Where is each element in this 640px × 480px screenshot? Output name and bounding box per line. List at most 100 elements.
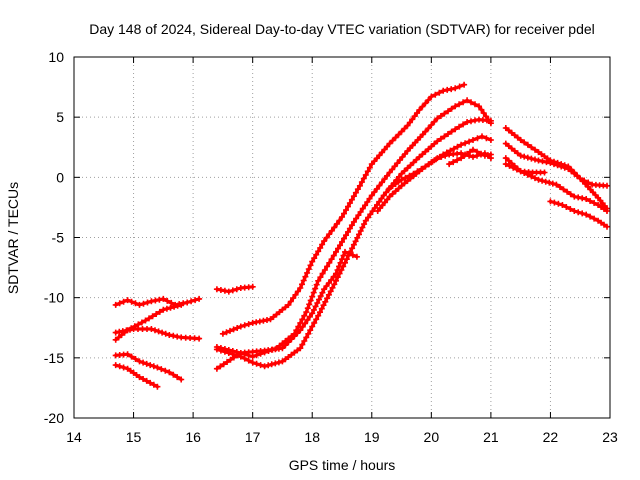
- data-point-marker: [163, 305, 170, 312]
- data-point-marker: [506, 162, 513, 169]
- data-point-marker: [483, 135, 490, 142]
- data-point-marker: [343, 232, 349, 239]
- data-point-marker: [365, 214, 372, 221]
- series-arc-3: [112, 326, 203, 342]
- data-point-marker: [398, 176, 405, 183]
- data-point-marker: [340, 252, 347, 259]
- data-point-marker: [445, 108, 451, 115]
- data-point-marker: [159, 329, 166, 336]
- data-point-marker: [301, 312, 308, 319]
- data-point-marker: [604, 182, 610, 189]
- data-point-marker: [221, 287, 228, 294]
- data-point-marker: [150, 363, 157, 370]
- data-point-marker: [362, 217, 369, 224]
- data-point-marker: [329, 284, 336, 291]
- data-point-marker: [464, 97, 471, 104]
- data-point-marker: [265, 362, 272, 369]
- data-point-marker: [419, 103, 426, 110]
- data-point-marker: [535, 176, 542, 183]
- data-point-marker: [319, 270, 326, 277]
- data-point-marker: [346, 225, 353, 232]
- data-point-marker: [364, 168, 371, 175]
- data-point-marker: [345, 228, 351, 235]
- data-point-marker: [458, 141, 465, 148]
- x-tick-label: 20: [424, 429, 440, 445]
- data-point-marker: [261, 363, 268, 370]
- data-point-marker: [162, 367, 169, 374]
- data-point-marker: [196, 335, 203, 342]
- data-point-marker: [474, 148, 480, 155]
- data-point-marker: [554, 162, 561, 169]
- data-point-marker: [487, 151, 494, 158]
- data-point-marker: [353, 215, 360, 222]
- data-point-marker: [418, 165, 425, 172]
- data-point-marker: [288, 336, 295, 343]
- data-point-marker: [301, 338, 308, 344]
- data-point-marker: [356, 231, 362, 238]
- data-point-marker: [355, 212, 362, 219]
- data-point-marker: [402, 174, 409, 181]
- data-point-marker: [587, 198, 594, 204]
- data-point-marker: [352, 238, 359, 245]
- data-point-marker: [311, 319, 318, 326]
- data-point-marker: [323, 283, 330, 290]
- data-point-marker: [462, 140, 469, 147]
- data-point-marker: [406, 172, 413, 179]
- data-point-marker: [309, 310, 316, 317]
- data-point-marker: [379, 179, 385, 186]
- data-point-marker: [339, 256, 345, 263]
- data-point-marker: [547, 198, 554, 205]
- data-point-marker: [164, 297, 171, 304]
- data-point-marker: [468, 99, 474, 106]
- data-point-marker: [309, 258, 316, 265]
- y-tick-label: 0: [56, 169, 64, 185]
- data-point-marker: [150, 381, 157, 388]
- data-point-marker: [325, 291, 332, 298]
- data-point-marker: [474, 135, 481, 142]
- data-point-marker: [451, 145, 457, 152]
- data-point-marker: [162, 330, 169, 337]
- data-point-marker: [314, 300, 321, 306]
- data-point-marker: [285, 301, 292, 308]
- data-point-marker: [395, 131, 402, 138]
- data-point-marker: [452, 103, 459, 110]
- data-point-marker: [448, 105, 455, 112]
- data-point-marker: [304, 317, 311, 323]
- data-point-marker: [452, 85, 459, 92]
- data-point-marker: [337, 242, 343, 249]
- data-point-marker: [357, 228, 364, 234]
- data-point-marker: [241, 322, 248, 329]
- data-point-marker: [234, 352, 241, 359]
- data-point-marker: [128, 298, 135, 305]
- data-point-marker: [528, 144, 535, 151]
- data-point-marker: [416, 106, 423, 113]
- data-point-marker: [116, 363, 123, 370]
- data-point-marker: [309, 293, 316, 300]
- data-point-marker: [342, 248, 348, 255]
- data-point-marker: [428, 122, 435, 128]
- data-point-marker: [532, 146, 538, 153]
- data-point-marker: [450, 159, 457, 166]
- data-point-marker: [334, 267, 341, 273]
- data-point-marker: [196, 295, 203, 302]
- data-point-marker: [227, 327, 233, 334]
- data-point-marker: [292, 291, 299, 298]
- data-point-marker: [350, 218, 357, 225]
- data-point-marker: [220, 361, 227, 368]
- data-point-marker: [510, 164, 517, 171]
- data-point-marker: [437, 135, 444, 142]
- y-tick-label: -10: [44, 290, 64, 306]
- data-point-marker: [223, 329, 230, 336]
- data-point-marker: [294, 288, 301, 295]
- series-arc-5: [112, 362, 161, 390]
- data-point-marker: [359, 205, 366, 212]
- data-point-marker: [528, 155, 535, 162]
- data-point-marker: [396, 157, 403, 164]
- data-point-marker: [213, 365, 220, 372]
- data-point-marker: [294, 330, 301, 337]
- series-arc-13: [446, 146, 494, 168]
- data-point-marker: [112, 301, 119, 308]
- data-point-marker: [446, 161, 453, 168]
- data-point-marker: [422, 128, 429, 135]
